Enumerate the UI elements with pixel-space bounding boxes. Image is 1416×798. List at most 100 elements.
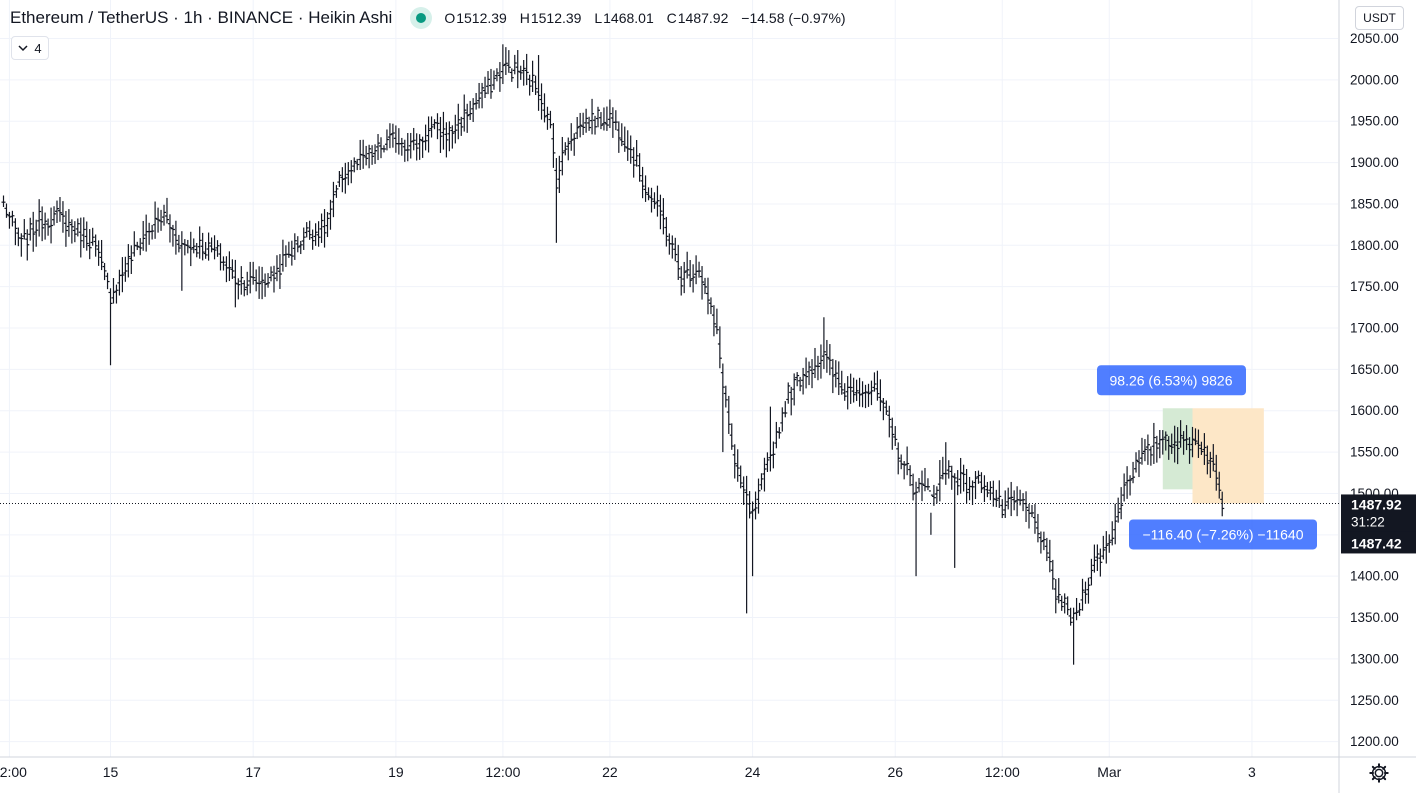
- change-value: −14.58 (−0.97%): [741, 10, 846, 26]
- price-bar: [792, 373, 797, 406]
- currency-button[interactable]: USDT: [1355, 6, 1404, 30]
- price-bar: [940, 456, 945, 480]
- price-axis[interactable]: 1200.001250.001300.001350.001400.001450.…: [1338, 0, 1399, 793]
- price-bar: [842, 383, 847, 401]
- countdown-label: 31:22: [1351, 514, 1385, 529]
- price-bar: [1116, 497, 1121, 523]
- price-bar: [367, 144, 372, 169]
- price-bar: [795, 372, 800, 387]
- price-bar: [1101, 535, 1106, 560]
- price-bar: [506, 50, 511, 73]
- price-bar: [147, 222, 152, 245]
- price-bar: [117, 269, 122, 296]
- symbol-legend[interactable]: Ethereum / TetherUS · 1h · BINANCE · Hei…: [10, 6, 846, 30]
- price-bar: [307, 220, 312, 240]
- price-bar: [676, 244, 681, 280]
- price-bar: [25, 229, 30, 261]
- price-bar: [616, 121, 621, 153]
- gear-icon[interactable]: [1368, 762, 1390, 784]
- price-bar: [230, 259, 235, 279]
- price-bar: [1113, 503, 1118, 545]
- price-bar: [711, 305, 716, 337]
- price-bar: [254, 269, 259, 292]
- time-axis[interactable]: 12:00 15 17 19 12:00 22 24 26 12:00 Mar 3: [0, 756, 1416, 780]
- price-bar: [801, 367, 806, 395]
- price-bar: [917, 478, 922, 493]
- price-bar: [456, 103, 461, 140]
- price-bar: [310, 229, 315, 250]
- price-bar: [771, 441, 776, 469]
- price-bar: [593, 115, 598, 135]
- price-bar: [872, 372, 877, 392]
- price-bar: [462, 94, 467, 132]
- price-bar: [429, 116, 434, 138]
- price-bar: [810, 359, 815, 389]
- price-bar: [587, 116, 592, 131]
- price-bar: [928, 490, 933, 535]
- price-bar: [120, 257, 125, 293]
- price-bar: [170, 224, 175, 247]
- price-bar: [1050, 559, 1055, 590]
- price-bar: [483, 76, 488, 99]
- price-bar: [1104, 531, 1109, 564]
- price-bar: [824, 339, 829, 373]
- price-bar: [1142, 439, 1147, 462]
- price-bar: [1139, 437, 1144, 465]
- price-bar: [860, 381, 865, 408]
- price-bar: [613, 110, 618, 131]
- open-value: 1512.39: [456, 10, 507, 26]
- price-bar: [280, 239, 285, 272]
- price-bar: [664, 216, 669, 247]
- price-tick-label: 1900.00: [1350, 155, 1399, 170]
- price-bar: [298, 240, 303, 255]
- indicators-toggle-button[interactable]: 4: [11, 36, 49, 60]
- market-status-icon[interactable]: [410, 7, 433, 29]
- price-bar: [1015, 486, 1020, 517]
- price-bar: [1089, 558, 1094, 586]
- price-bar: [679, 266, 684, 296]
- price-bar: [1196, 429, 1201, 458]
- price-bar: [521, 60, 526, 86]
- price-bar: [179, 231, 184, 291]
- price-bar: [976, 470, 981, 484]
- price-bar: [1184, 425, 1189, 451]
- price-bar: [1077, 602, 1082, 616]
- price-bar: [548, 110, 553, 129]
- symbol-title[interactable]: Ethereum / TetherUS · 1h · BINANCE · Hei…: [10, 8, 393, 27]
- price-bar: [105, 272, 110, 290]
- price-bar: [937, 460, 942, 502]
- price-bar: [958, 457, 963, 494]
- price-bar: [444, 122, 449, 158]
- price-bar: [102, 262, 107, 281]
- price-bar: [1092, 544, 1097, 573]
- price-bar: [242, 280, 247, 297]
- price-bar: [379, 137, 384, 159]
- price-bar: [973, 471, 978, 500]
- price-bar: [946, 460, 951, 479]
- price-bar: [396, 128, 401, 155]
- price-bar: [607, 99, 612, 129]
- price-bar: [239, 266, 244, 295]
- price-bar: [221, 256, 226, 271]
- price-bar: [741, 476, 746, 505]
- price-tick-label: 1950.00: [1350, 114, 1399, 129]
- price-bar: [7, 211, 12, 229]
- price-bar: [789, 386, 794, 416]
- price-bar: [387, 123, 392, 149]
- price-bar: [266, 273, 271, 288]
- measure-bottom-box: [1129, 519, 1317, 550]
- price-bar: [381, 145, 386, 153]
- price-bar: [1169, 433, 1174, 454]
- price-bar: [655, 185, 660, 217]
- price-bar: [164, 197, 169, 224]
- price-bar: [845, 376, 850, 410]
- close-label: C: [666, 10, 677, 26]
- price-bar: [1107, 534, 1112, 553]
- time-tick-label: Mar: [1097, 764, 1121, 780]
- price-bar: [49, 207, 54, 244]
- price-bar: [988, 481, 993, 501]
- price-bar: [1032, 504, 1037, 534]
- price-tick-label: 2050.00: [1350, 31, 1399, 46]
